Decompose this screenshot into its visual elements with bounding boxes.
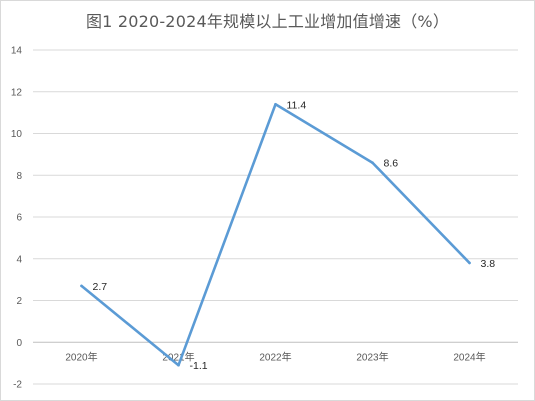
y-tick-label: 4 xyxy=(16,254,22,265)
y-tick-label: 10 xyxy=(11,129,23,140)
data-point xyxy=(371,161,374,165)
gridlines xyxy=(33,49,518,385)
y-tick-label: -2 xyxy=(13,380,22,391)
chart-title: 图1 2020-2024年规模以上工业增加值增速（%） xyxy=(85,12,450,31)
data-label: -1.1 xyxy=(190,360,208,372)
y-tick-label: 2 xyxy=(16,296,22,307)
series-group xyxy=(80,102,471,367)
data-point xyxy=(274,102,277,106)
data-point xyxy=(468,261,471,265)
series-line xyxy=(80,102,471,367)
data-label: 2.7 xyxy=(93,281,108,293)
data-labels: 2.7 -1.1 11.4 8.6 3.8 xyxy=(93,99,496,372)
x-tick-label: 2024年 xyxy=(453,350,485,363)
x-tick-label: 2020年 xyxy=(65,350,97,363)
x-tick-label: 2023年 xyxy=(356,350,388,363)
y-axis-ticks: -2 0 2 4 6 8 10 12 14 xyxy=(11,46,23,391)
data-point xyxy=(80,284,83,288)
y-tick-label: 14 xyxy=(11,46,23,57)
data-point xyxy=(177,363,180,367)
y-tick-label: 12 xyxy=(11,87,23,98)
data-label: 8.6 xyxy=(384,158,399,170)
data-label: 3.8 xyxy=(481,258,496,270)
y-tick-label: 0 xyxy=(16,338,22,349)
x-tick-label: 2022年 xyxy=(259,350,291,363)
data-label: 11.4 xyxy=(287,99,307,111)
y-tick-label: 6 xyxy=(16,213,22,224)
x-axis-ticks: 2020年 2021年 2022年 2023年 2024年 xyxy=(65,350,485,363)
y-tick-label: 8 xyxy=(16,171,22,182)
